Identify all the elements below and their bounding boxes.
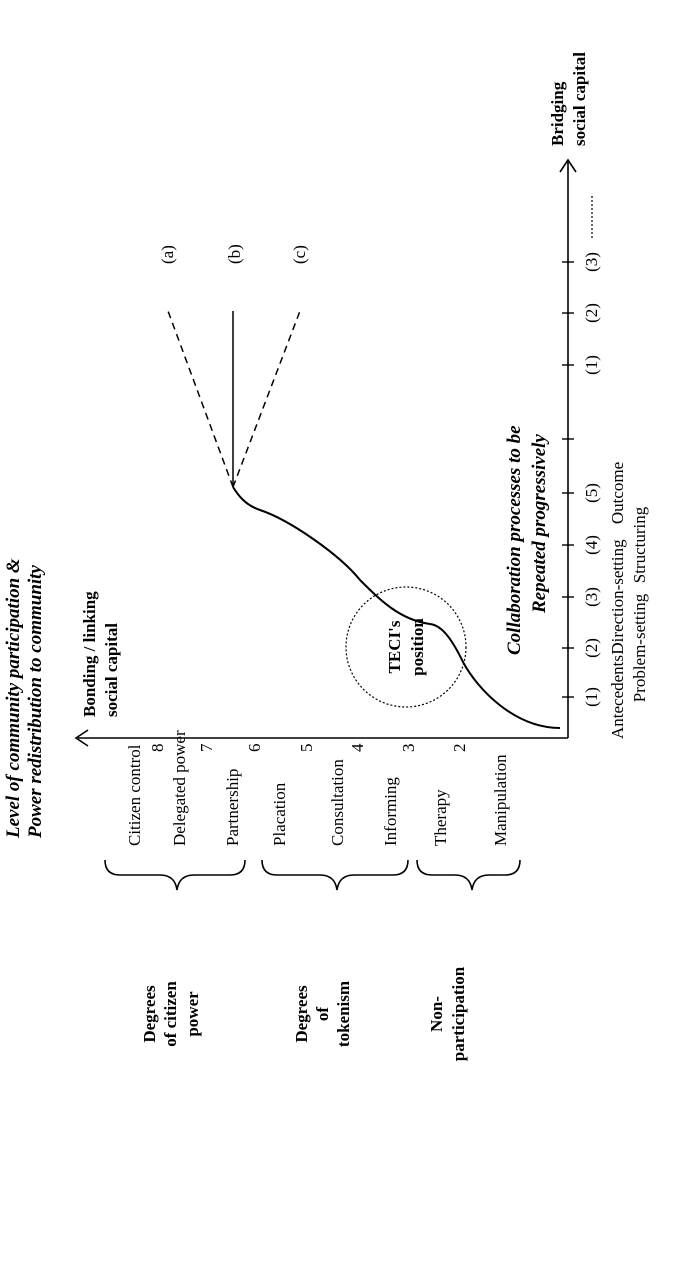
stage-label-problem-setting: Problem-setting	[630, 593, 649, 702]
group-tokenism: Degrees of tokenism	[292, 981, 353, 1047]
group-tokenism-line-3: tokenism	[334, 981, 353, 1047]
x-axis-ticks	[562, 261, 574, 698]
group-tokenism-line-2: of	[313, 1007, 332, 1022]
group-tokenism-line-1: Degrees	[292, 985, 311, 1043]
stage-number-repeat-2: (2)	[582, 303, 601, 323]
branch-c-label: (c)	[290, 245, 309, 264]
x-axis-label-line-2: social capital	[570, 52, 589, 146]
group-citizen-power-line-1: Degrees	[140, 985, 159, 1043]
stage-number-5: (5)	[582, 483, 601, 503]
teci-position-line-1: TECI's	[385, 620, 404, 673]
stage-label-direction-setting: Direction-setting	[608, 539, 627, 655]
process-label-line-1: Collaboration processes to be	[504, 425, 525, 655]
stage-number-3: (3)	[582, 587, 601, 607]
teci-position-line-2: position	[408, 618, 427, 676]
rung-number-8: 8	[148, 744, 167, 753]
y-axis-arrow-icon	[74, 729, 89, 747]
branch-c-line	[232, 310, 301, 488]
stage-number-4: (4)	[582, 535, 601, 555]
stage-number-1: (1)	[582, 687, 601, 707]
group-non-participation-line-1: Non-	[427, 996, 446, 1032]
group-non-participation: Non- participation	[427, 966, 468, 1061]
participation-curve	[232, 486, 561, 729]
y-axis-label-line-1: Bonding / linking	[80, 591, 99, 717]
process-label-line-2: Repeated progressively	[529, 434, 550, 614]
teci-position-marker: TECI's position	[345, 586, 467, 708]
brace-non-participation	[416, 859, 521, 891]
rung-number-3: 3	[399, 744, 418, 753]
brace-citizen-power	[104, 859, 246, 891]
y-axis-label-line-2: social capital	[102, 623, 121, 717]
group-citizen-power-line-2: of citizen	[161, 981, 180, 1047]
stage-label-structuring: Structuring	[630, 506, 649, 583]
rung-partnership: Partnership	[223, 769, 242, 846]
rung-number-2: 2	[450, 744, 469, 753]
stage-number-repeat-1: (1)	[582, 355, 601, 375]
stage-number-repeat-3: (3)	[582, 252, 601, 272]
rung-delegated-power: Delegated power	[170, 730, 189, 846]
x-axis	[559, 158, 577, 738]
stage-label-antecedents: Antecedents	[608, 655, 627, 739]
branch-a-label: (a)	[158, 245, 177, 264]
diagram-title-line-1: Level of community participation &	[3, 558, 24, 839]
rung-consultation: Consultation	[328, 759, 347, 846]
rung-placation: Placation	[270, 782, 289, 846]
branch-a-line	[167, 310, 234, 488]
rung-citizen-control: Citizen control	[125, 744, 144, 846]
group-citizen-power: Degrees of citizen power	[140, 981, 202, 1047]
x-axis-arrow-icon	[559, 158, 577, 173]
rung-number-5: 5	[297, 744, 316, 753]
brace-tokenism	[261, 859, 409, 891]
group-non-participation-line-2: participation	[449, 966, 468, 1061]
rung-informing: Informing	[381, 777, 400, 846]
group-citizen-power-line-3: power	[183, 991, 202, 1037]
rung-therapy: Therapy	[431, 789, 450, 846]
x-axis-label-line-1: Bridging	[548, 81, 567, 146]
stage-number-2: (2)	[582, 638, 601, 658]
stage-label-outcome: Outcome	[608, 462, 627, 524]
rung-number-4: 4	[348, 743, 367, 752]
rung-manipulation: Manipulation	[491, 754, 510, 846]
rung-number-6: 6	[245, 744, 264, 753]
diagram-title-line-2: Power redistribution to community	[25, 565, 46, 839]
branch-b-label: (b)	[225, 244, 244, 264]
y-axis	[74, 729, 568, 747]
rung-number-7: 7	[197, 743, 216, 752]
